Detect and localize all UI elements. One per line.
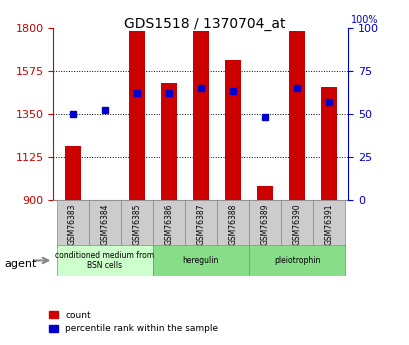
Text: pleiotrophin: pleiotrophin [273, 256, 319, 265]
Text: agent: agent [4, 259, 36, 269]
FancyBboxPatch shape [281, 200, 312, 248]
FancyBboxPatch shape [216, 200, 248, 248]
Bar [64, 146, 81, 200]
Bar [256, 186, 272, 200]
Text: 100%: 100% [351, 15, 378, 25]
Text: GSM76391: GSM76391 [324, 204, 333, 245]
Text: GSM76389: GSM76389 [260, 204, 269, 245]
Legend: count, percentile rank within the sample: count, percentile rank within the sample [45, 307, 222, 337]
FancyBboxPatch shape [56, 200, 88, 248]
Text: GSM76385: GSM76385 [132, 204, 141, 245]
Bar [288, 31, 304, 200]
FancyBboxPatch shape [120, 200, 153, 248]
Text: GSM76384: GSM76384 [100, 204, 109, 245]
FancyBboxPatch shape [312, 200, 344, 248]
Text: GSM76383: GSM76383 [68, 204, 77, 245]
Bar [320, 87, 337, 200]
Bar [192, 31, 209, 200]
FancyBboxPatch shape [153, 245, 248, 276]
Text: GSM76390: GSM76390 [292, 204, 301, 245]
Text: conditioned medium from
BSN cells: conditioned medium from BSN cells [55, 251, 154, 270]
FancyBboxPatch shape [248, 245, 344, 276]
FancyBboxPatch shape [88, 200, 120, 248]
Text: GSM76386: GSM76386 [164, 204, 173, 245]
Text: GDS1518 / 1370704_at: GDS1518 / 1370704_at [124, 17, 285, 31]
FancyBboxPatch shape [248, 200, 281, 248]
FancyBboxPatch shape [184, 200, 216, 248]
Text: heregulin: heregulin [182, 256, 218, 265]
Bar [128, 31, 144, 200]
Text: GSM76387: GSM76387 [196, 204, 205, 245]
Bar [225, 60, 240, 200]
FancyBboxPatch shape [56, 245, 153, 276]
FancyBboxPatch shape [153, 200, 184, 248]
Bar [160, 83, 176, 200]
Text: GSM76388: GSM76388 [228, 204, 237, 245]
